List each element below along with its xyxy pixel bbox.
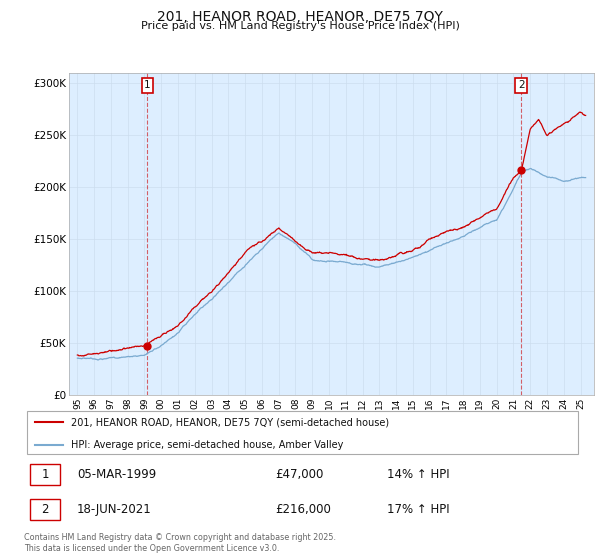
Text: 18-JUN-2021: 18-JUN-2021 — [77, 503, 152, 516]
Text: 2: 2 — [41, 503, 49, 516]
Text: 201, HEANOR ROAD, HEANOR, DE75 7QY (semi-detached house): 201, HEANOR ROAD, HEANOR, DE75 7QY (semi… — [71, 417, 389, 427]
FancyBboxPatch shape — [29, 464, 60, 485]
Text: 1: 1 — [144, 80, 151, 90]
Text: £216,000: £216,000 — [275, 503, 331, 516]
Text: 17% ↑ HPI: 17% ↑ HPI — [387, 503, 449, 516]
Text: 14% ↑ HPI: 14% ↑ HPI — [387, 468, 449, 481]
Text: £47,000: £47,000 — [275, 468, 323, 481]
Text: Contains HM Land Registry data © Crown copyright and database right 2025.
This d: Contains HM Land Registry data © Crown c… — [24, 533, 336, 553]
Text: HPI: Average price, semi-detached house, Amber Valley: HPI: Average price, semi-detached house,… — [71, 440, 344, 450]
Text: 1: 1 — [41, 468, 49, 481]
FancyBboxPatch shape — [27, 410, 578, 455]
Text: 201, HEANOR ROAD, HEANOR, DE75 7QY: 201, HEANOR ROAD, HEANOR, DE75 7QY — [157, 10, 443, 24]
Text: 05-MAR-1999: 05-MAR-1999 — [77, 468, 156, 481]
Text: 2: 2 — [518, 80, 524, 90]
FancyBboxPatch shape — [29, 499, 60, 520]
Text: Price paid vs. HM Land Registry's House Price Index (HPI): Price paid vs. HM Land Registry's House … — [140, 21, 460, 31]
